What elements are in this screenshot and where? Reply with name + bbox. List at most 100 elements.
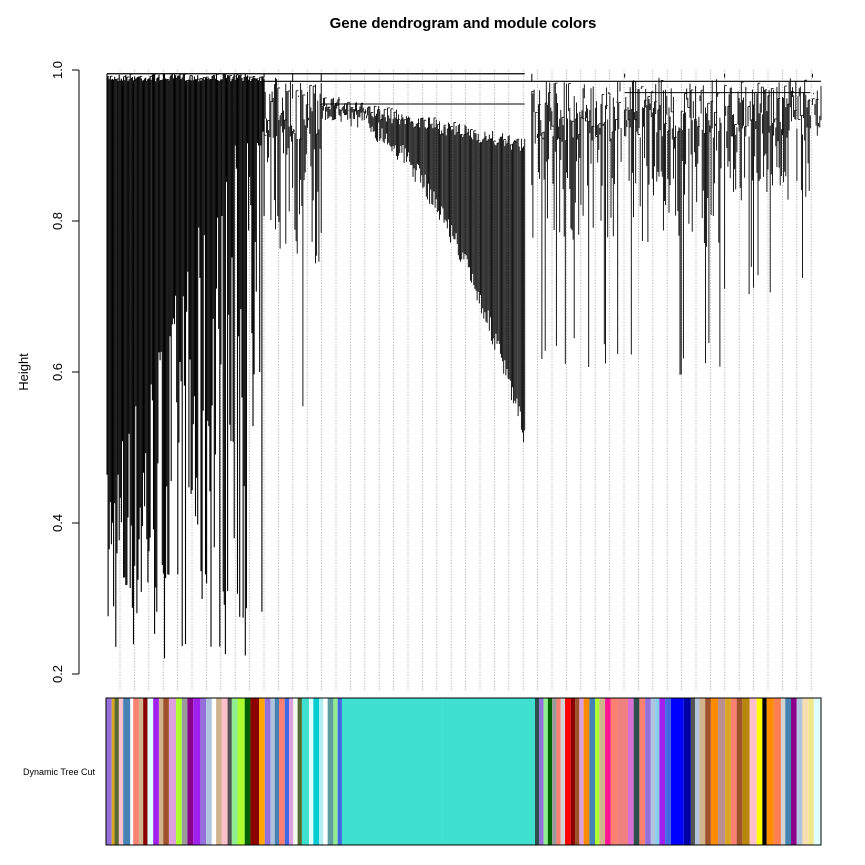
- module-color-segment-turquoise: [301, 698, 310, 845]
- module-color-segment-sienna: [705, 698, 711, 845]
- module-color-segment-deeppink: [605, 698, 611, 845]
- module-color-segment-lightgreen: [231, 698, 238, 845]
- module-color-segment-salmon: [730, 698, 737, 845]
- module-color-segment-honeydew: [293, 698, 298, 845]
- module-color-bar-frame: [105, 697, 822, 846]
- module-color-segment-lightcyan: [309, 698, 314, 845]
- module-color-segment-sienna: [736, 698, 743, 845]
- branch-block-7: [724, 73, 811, 295]
- module-color-segment-plum: [579, 698, 584, 845]
- y-tick-label: 0.2: [50, 665, 65, 683]
- module-color-segment-royalblue: [337, 698, 342, 845]
- module-color-segment-turquoise2: [442, 698, 535, 845]
- module-color-segment-lightsteelblue: [270, 698, 275, 845]
- y-axis-label: Height: [16, 353, 31, 391]
- module-color-segment-tan: [138, 698, 144, 845]
- y-tick-label: 0.8: [50, 212, 65, 230]
- color-bar-label: Dynamic Tree Cut: [23, 767, 96, 777]
- module-color-segment-pink: [118, 698, 124, 845]
- module-color-segment-sienna: [163, 698, 169, 845]
- module-color-segment-purple: [193, 698, 201, 845]
- module-color-segment-lightsteelblue: [206, 698, 212, 845]
- chart-title: Gene dendrogram and module colors: [330, 15, 597, 32]
- module-color-segment-salmon: [556, 698, 561, 845]
- module-color-segment-goldenrod: [111, 698, 115, 845]
- branch-block-6: [624, 73, 722, 375]
- module-color-segment-darkslategrey: [633, 698, 640, 845]
- module-color-segment-salmon: [610, 698, 618, 845]
- module-color-segment-pink: [749, 698, 757, 845]
- branch-turquoise-block: [320, 73, 526, 443]
- module-color-segment-darkred: [250, 698, 260, 845]
- module-color-segment-orange: [259, 698, 265, 845]
- module-color-segment-khaki: [808, 698, 814, 845]
- module-color-segment-lightgrey: [780, 698, 786, 845]
- module-color-segment-darkorange: [766, 698, 774, 845]
- module-color-segment-white: [211, 698, 217, 845]
- module-color-segment-white: [130, 698, 134, 845]
- module-color-segment-royalblue: [284, 698, 290, 845]
- module-color-segment-darkgreen: [244, 698, 251, 845]
- module-color-segment-plum: [289, 698, 294, 845]
- module-color-segment-greenyellow: [176, 698, 182, 845]
- module-color-segment-darkslategrey: [535, 698, 540, 845]
- module-color-segment-skyblue: [655, 698, 660, 845]
- module-color-segment-black: [762, 698, 767, 845]
- module-color-segment-tan: [216, 698, 222, 845]
- module-color-segment-mediumpurple: [264, 698, 271, 845]
- module-color-segment-salmon: [279, 698, 285, 845]
- module-color-segment-steelblue: [785, 698, 791, 845]
- module-color-segment-yellow: [756, 698, 763, 845]
- module-color-segment-steelblue: [123, 698, 131, 845]
- module-color-segment-darkgreen: [547, 698, 553, 845]
- y-axis: 0.2 0.4 0.6 0.8 1.0 Height: [16, 61, 80, 683]
- module-color-segment-lightsteelblue: [695, 698, 700, 845]
- module-color-segment-purple: [659, 698, 666, 845]
- module-color-segment-darkolivegreen: [114, 698, 119, 845]
- module-color-segment-red: [565, 698, 571, 845]
- module-color-segment-steelblue: [274, 698, 280, 845]
- module-color-segment-wheat: [802, 698, 809, 845]
- module-color-segment-lightgreen: [543, 698, 548, 845]
- module-color-segment-lightgreen: [333, 698, 338, 845]
- module-color-segment-mediumpurple: [645, 698, 651, 845]
- module-color-segment-greenyellow: [595, 698, 600, 845]
- branch-block-5: [531, 73, 622, 367]
- module-color-segment-lightcyan: [813, 698, 821, 845]
- module-color-segment-royalblue: [665, 698, 671, 845]
- branch-block-8: [811, 73, 822, 136]
- module-color-segment-lightcyan: [147, 698, 154, 845]
- dendrogram-tree: [106, 73, 822, 659]
- module-color-segment-darkgrey: [227, 698, 232, 845]
- module-color-segment-purple: [153, 698, 159, 845]
- module-color-segment-mediumpurple: [106, 698, 112, 845]
- module-color-segment-pink: [221, 698, 228, 845]
- module-color-segment-darkgrey: [690, 698, 696, 845]
- module-color-segment-greenyellow: [237, 698, 245, 845]
- module-color-segment-tan: [699, 698, 706, 845]
- branch-block-3: [292, 73, 322, 407]
- branch-block-2: [263, 73, 294, 249]
- module-color-segment-darkorange: [583, 698, 590, 845]
- module-color-segment-coral: [773, 698, 781, 845]
- module-color-segment-salmon: [133, 698, 139, 845]
- y-tick-label: 1.0: [50, 61, 65, 79]
- module-color-segment-lightcoral: [617, 698, 628, 845]
- module-color-segment-paleturquoise: [319, 698, 324, 845]
- module-color-segment-darkred: [570, 698, 576, 845]
- module-color-segment-grey: [181, 698, 188, 845]
- module-color-segment-rosybrown: [718, 698, 726, 845]
- module-color-segment-sienna: [575, 698, 580, 845]
- module-color-segment-turquoise: [341, 698, 443, 845]
- module-color-segment-salmon: [639, 698, 646, 845]
- module-color-segment-darkolivegreen: [297, 698, 302, 845]
- y-ticks: 0.2 0.4 0.6 0.8 1.0: [50, 61, 79, 683]
- module-color-segment-darkgoldenrod: [742, 698, 750, 845]
- module-color-segment-mediumpurple: [200, 698, 207, 845]
- module-color-segment-lightsteelblue: [796, 698, 803, 845]
- module-color-bar: [106, 698, 821, 845]
- branch-left-block: [106, 73, 265, 659]
- module-color-segment-steelblue: [589, 698, 596, 845]
- module-color-segment-goldenrod: [725, 698, 731, 845]
